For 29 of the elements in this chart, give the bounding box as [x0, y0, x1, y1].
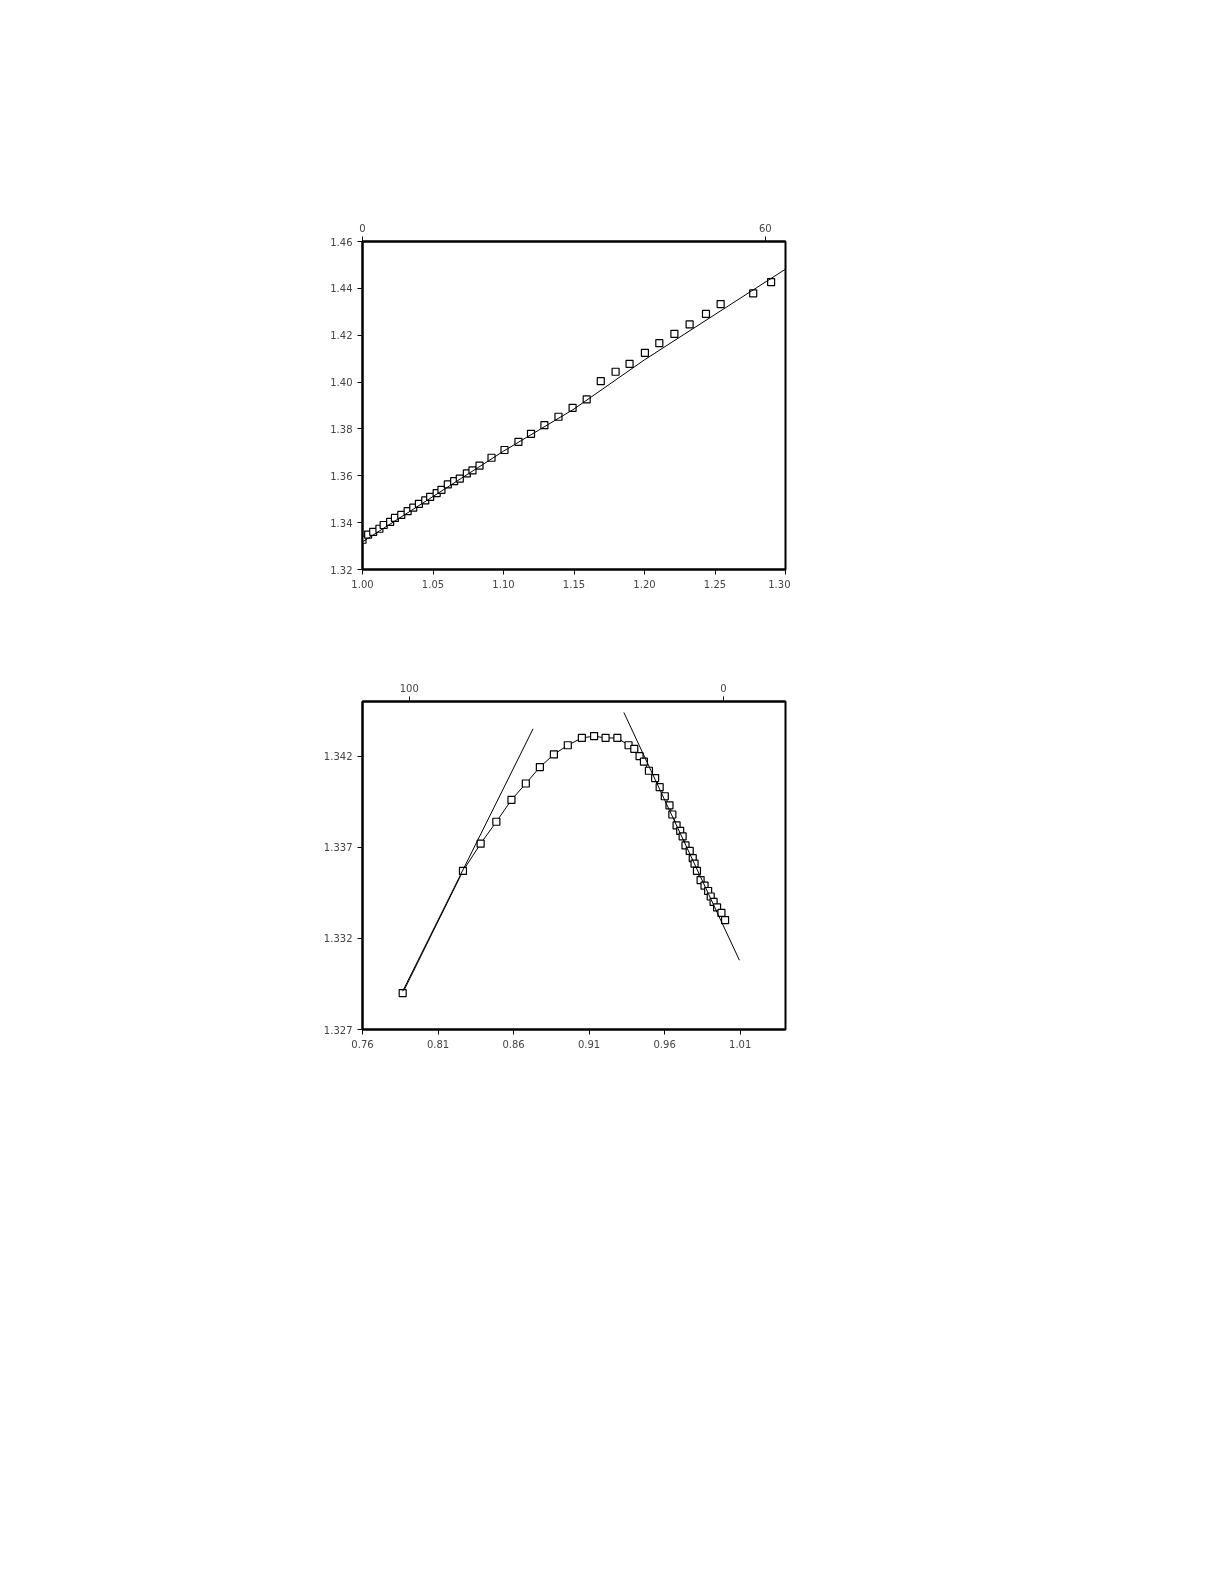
x2-tick-label: 0 — [359, 222, 366, 234]
x-tick-label: 1.10 — [492, 578, 515, 590]
x-tick-label: 1.25 — [703, 578, 727, 590]
x-tick-label: 0.81 — [426, 1038, 450, 1050]
y-tick-label: 1.44 — [330, 283, 353, 295]
y-tick-label: 1.32 — [330, 564, 353, 576]
x-tick-label: 1.01 — [729, 1038, 752, 1050]
y-tick-label: 1.337 — [323, 842, 353, 854]
x-tick-label: 0.86 — [502, 1038, 525, 1050]
x-tick-label: 1.30 — [768, 578, 791, 590]
x-tick-label: 1.00 — [351, 578, 374, 590]
x-tick-label: 0.96 — [653, 1038, 676, 1050]
y-tick-label: 1.36 — [330, 470, 353, 482]
y-tick-label: 1.42 — [330, 330, 353, 342]
y-tick-label: 1.34 — [330, 517, 353, 529]
x2-tick-label: 60 — [758, 222, 772, 234]
x-tick-label: 1.05 — [421, 578, 445, 590]
x-tick-label: 1.15 — [562, 578, 586, 590]
x2-tick-label: 0 — [720, 682, 727, 694]
x2-tick-label: 100 — [399, 682, 419, 694]
y-tick-label: 1.40 — [330, 377, 353, 389]
x-tick-label: 0.91 — [577, 1038, 601, 1050]
y-tick-label: 1.46 — [330, 236, 353, 248]
y-tick-label: 1.327 — [323, 1024, 353, 1036]
x-tick-label: 0.76 — [351, 1038, 374, 1050]
y-tick-label: 1.38 — [330, 423, 353, 435]
y-tick-label: 1.342 — [323, 751, 353, 763]
x-tick-label: 1.20 — [633, 578, 656, 590]
y-tick-label: 1.332 — [323, 933, 353, 945]
